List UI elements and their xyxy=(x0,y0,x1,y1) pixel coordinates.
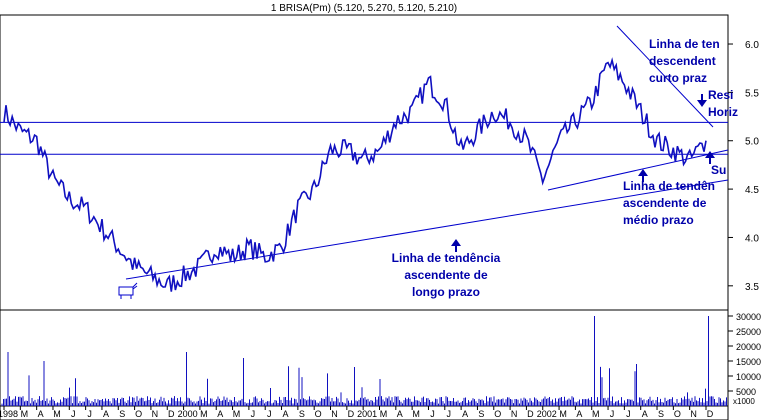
volume-tick-label: 15000 xyxy=(736,357,761,367)
x-axis-label: J xyxy=(447,409,452,419)
x-axis-label: 1998 xyxy=(0,409,18,419)
volume-tick-label: 20000 xyxy=(736,342,761,352)
x-axis-label: A xyxy=(217,409,223,419)
price-panel-frame xyxy=(0,14,729,311)
medium-term-trendline xyxy=(547,149,729,191)
price-tick-label: 4.0 xyxy=(745,233,759,244)
x-axis-label: A xyxy=(283,409,289,419)
x-axis-label: D xyxy=(527,409,534,419)
x-axis-label: M xyxy=(592,409,600,419)
x-axis-label: M xyxy=(21,409,29,419)
price-tick-label: 4.5 xyxy=(745,185,759,196)
annotation-text: médio prazo xyxy=(623,213,694,227)
annotation-text: Resi xyxy=(708,88,733,102)
annotation-text: descendent xyxy=(649,54,716,68)
annotation-text: Linha de tendên xyxy=(623,179,715,193)
x-axis-label: O xyxy=(674,409,681,419)
x-axis-label: J xyxy=(251,409,256,419)
annotation-arrow-icon xyxy=(638,169,648,176)
x-axis-label: O xyxy=(494,409,501,419)
x-axis-label: M xyxy=(559,409,567,419)
x-axis-label: N xyxy=(511,409,518,419)
annotation-text: curto praz xyxy=(649,71,707,85)
annotation-text: Linha de tendência xyxy=(392,251,501,265)
x-axis-label: J xyxy=(626,409,631,419)
volume-tick-label: 25000 xyxy=(736,327,761,337)
x-axis-label: N xyxy=(690,409,697,419)
annotation-text: ascendente de xyxy=(404,268,488,282)
annotation-arrow-icon xyxy=(697,100,707,107)
x-axis-label: J xyxy=(430,409,435,419)
annotation-text: ascendente de xyxy=(623,196,707,210)
x-axis-label: 2000 xyxy=(178,409,198,419)
x-axis-label: 2001 xyxy=(357,409,377,419)
annotation-text: Linha de ten xyxy=(649,37,720,51)
x-axis-label: D xyxy=(348,409,355,419)
x-axis-label: J xyxy=(87,409,92,419)
x-axis-label: M xyxy=(200,409,208,419)
x-axis-label: J xyxy=(71,409,76,419)
x-axis-label: J xyxy=(610,409,615,419)
x-axis-label: M xyxy=(412,409,420,419)
x-axis-label: D xyxy=(168,409,175,419)
bull-marker-icon xyxy=(118,282,138,299)
short-term-trendline xyxy=(616,25,714,128)
volume-tick-label: 5000 xyxy=(736,387,756,397)
x-axis-label: S xyxy=(119,409,125,419)
x-axis-label: M xyxy=(53,409,61,419)
price-tick-label: 6.0 xyxy=(745,40,759,51)
volume-panel-frame xyxy=(0,309,729,407)
x-axis-label: A xyxy=(462,409,468,419)
x-axis-label: 2002 xyxy=(537,409,557,419)
x-axis-label: A xyxy=(38,409,44,419)
price-tick-label: 5.5 xyxy=(745,88,759,99)
annotation-text: Su xyxy=(711,163,726,177)
annotation-text: Horiz xyxy=(708,105,738,119)
volume-tick-label: 10000 xyxy=(736,372,761,382)
x-axis-label: S xyxy=(658,409,664,419)
x-axis-label: M xyxy=(233,409,241,419)
x-axis-label: A xyxy=(397,409,403,419)
volume-unit-label: x1000 xyxy=(733,397,755,406)
x-axis-label: O xyxy=(315,409,322,419)
x-axis-label: M xyxy=(380,409,388,419)
x-axis-label: N xyxy=(152,409,159,419)
x-axis-label: N xyxy=(331,409,338,419)
annotation-arrow-icon xyxy=(705,151,715,158)
price-series-line xyxy=(3,57,707,292)
volume-tick-label: 30000 xyxy=(736,312,761,322)
x-axis-label: S xyxy=(478,409,484,419)
chart-title: 1 BRISA(Pm) (5.120, 5.270, 5.120, 5.210) xyxy=(271,3,457,14)
long-term-trendline xyxy=(125,179,729,280)
x-axis-label: A xyxy=(642,409,648,419)
x-axis-label: J xyxy=(267,409,272,419)
x-axis-label: O xyxy=(135,409,142,419)
price-tick-label: 3.5 xyxy=(745,282,759,293)
x-axis-label: S xyxy=(299,409,305,419)
annotation-text: longo prazo xyxy=(412,285,480,299)
x-axis-label: A xyxy=(576,409,582,419)
x-axis-label: A xyxy=(103,409,109,419)
annotation-arrow-icon xyxy=(451,239,461,246)
x-axis-label: D xyxy=(707,409,714,419)
price-tick-label: 5.0 xyxy=(745,137,759,148)
